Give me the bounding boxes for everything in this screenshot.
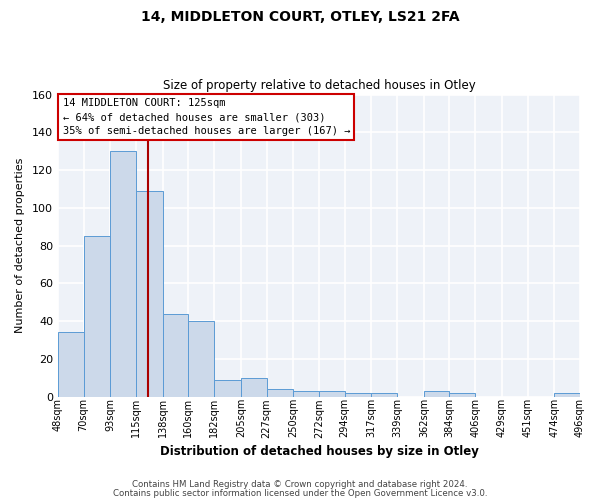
Text: 14 MIDDLETON COURT: 125sqm
← 64% of detached houses are smaller (303)
35% of sem: 14 MIDDLETON COURT: 125sqm ← 64% of deta… [62,98,350,136]
X-axis label: Distribution of detached houses by size in Otley: Distribution of detached houses by size … [160,444,478,458]
Bar [293,391,319,396]
Bar [554,393,580,396]
Bar [371,393,397,396]
Title: Size of property relative to detached houses in Otley: Size of property relative to detached ho… [163,79,475,92]
Bar [110,151,136,396]
Bar [319,391,344,396]
Bar [449,393,475,396]
Bar [163,314,188,396]
Bar [83,236,110,396]
Bar [424,391,449,396]
Bar [266,389,293,396]
Bar [188,321,214,396]
Text: Contains public sector information licensed under the Open Government Licence v3: Contains public sector information licen… [113,488,487,498]
Y-axis label: Number of detached properties: Number of detached properties [15,158,25,334]
Text: 14, MIDDLETON COURT, OTLEY, LS21 2FA: 14, MIDDLETON COURT, OTLEY, LS21 2FA [140,10,460,24]
Bar [136,191,163,396]
Bar [214,380,241,396]
Bar [241,378,266,396]
Bar [58,332,83,396]
Bar [344,393,371,396]
Text: Contains HM Land Registry data © Crown copyright and database right 2024.: Contains HM Land Registry data © Crown c… [132,480,468,489]
